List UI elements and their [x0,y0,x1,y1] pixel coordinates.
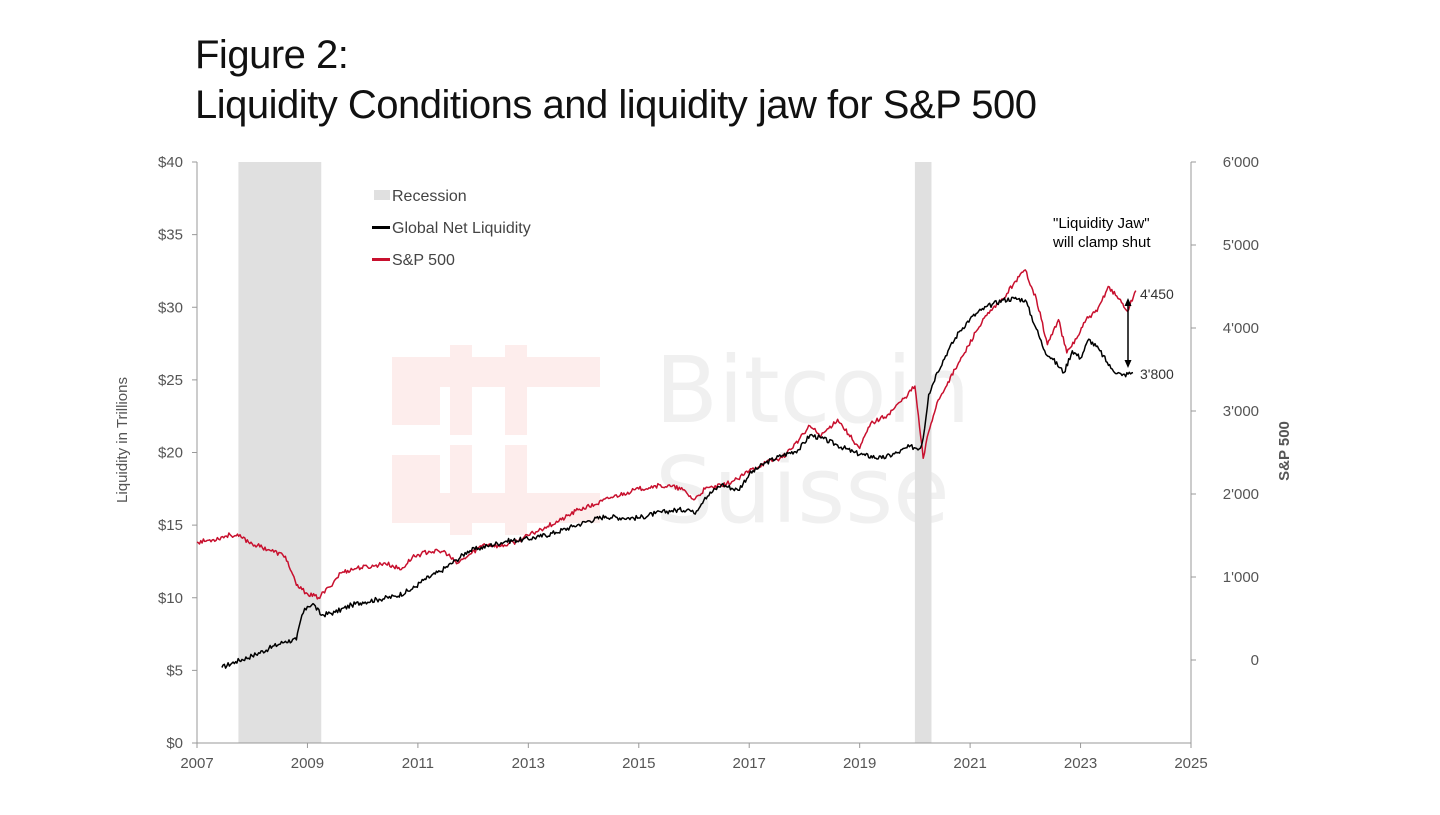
jaw-arrow-head-bottom [1124,360,1132,368]
x-tick-label-2009: 2009 [291,755,324,772]
figure-label: Figure 2: [195,33,349,77]
y-left-tick-label-3: $15 [158,517,183,534]
legend-label-recession: Recession [392,188,467,205]
x-tick-label-2015: 2015 [622,755,655,772]
jaw-annotation: "Liquidity Jaw" will clamp shut 4'450 3'… [1052,215,1174,382]
x-tick-label-2017: 2017 [733,755,766,772]
x-tick-label-2011: 2011 [402,755,434,772]
y-right-axis-label: S&P 500 [1276,421,1293,481]
chart-series [196,269,1137,669]
x-tick-label-2013: 2013 [512,755,545,772]
chart-axes: 2007 2009 2011 2013 2015 2017 2019 2021 2023 2025… [158,154,1259,772]
series-line-global-net-liquidity [221,296,1134,669]
x-tick-label-2007: 2007 [180,755,213,772]
y-right-tick-label-4: 4'000 [1223,320,1259,337]
y-left-tick-label-6: $30 [158,299,183,316]
y-left-tick-label-8: $40 [158,154,183,171]
y-left-tick-label-0: $0 [166,735,183,752]
y-left-tick-label-7: $35 [158,227,183,244]
y-right-tick-label-0: 0 [1251,652,1259,669]
watermark-logo [392,345,600,535]
legend-label-liquidity: Global Net Liquidity [392,220,531,237]
y-left-axis-label: Liquidity in Trillions [114,377,131,503]
x-tick-label-2023: 2023 [1064,755,1097,772]
watermark-line2: Suisse [655,437,950,544]
watermark: Bitcoin Suisse [392,337,971,544]
y-left-tick-label-2: $10 [158,590,183,607]
legend-swatch-sp500 [372,258,390,261]
jaw-annotation-line2: will clamp shut [1052,234,1151,251]
x-tick-label-2019: 2019 [843,755,876,772]
y-right-tick-label-5: 5'000 [1223,237,1259,254]
chart-legend: Recession Global Net Liquidity S&P 500 [372,188,531,269]
end-label-liquidity: 3'800 [1140,366,1174,382]
y-right-tick-label-1: 1'000 [1223,569,1259,586]
jaw-annotation-line1: "Liquidity Jaw" [1053,215,1150,232]
x-tick-label-2025: 2025 [1174,755,1207,772]
series-line-s-p-500 [196,269,1137,600]
recession-band-0 [238,162,322,743]
y-left-tick-label-4: $20 [158,445,183,462]
y-right-tick-label-6: 6'000 [1223,154,1259,171]
y-right-tick-label-2: 2'000 [1223,486,1259,503]
figure-title-text: Liquidity Conditions and liquidity jaw f… [195,83,1037,127]
legend-label-sp500: S&P 500 [392,252,455,269]
x-tick-label-2021: 2021 [953,755,986,772]
end-label-sp500: 4'450 [1140,286,1174,302]
jaw-arrow-head-top [1124,298,1132,306]
figure-title: Figure 2: Liquidity Conditions and liqui… [195,30,1037,130]
legend-swatch-liquidity [372,226,390,229]
legend-swatch-recession [374,190,390,200]
y-right-tick-label-3: 3'000 [1223,403,1259,420]
y-left-tick-label-5: $25 [158,372,183,389]
y-left-tick-label-1: $5 [166,662,183,679]
